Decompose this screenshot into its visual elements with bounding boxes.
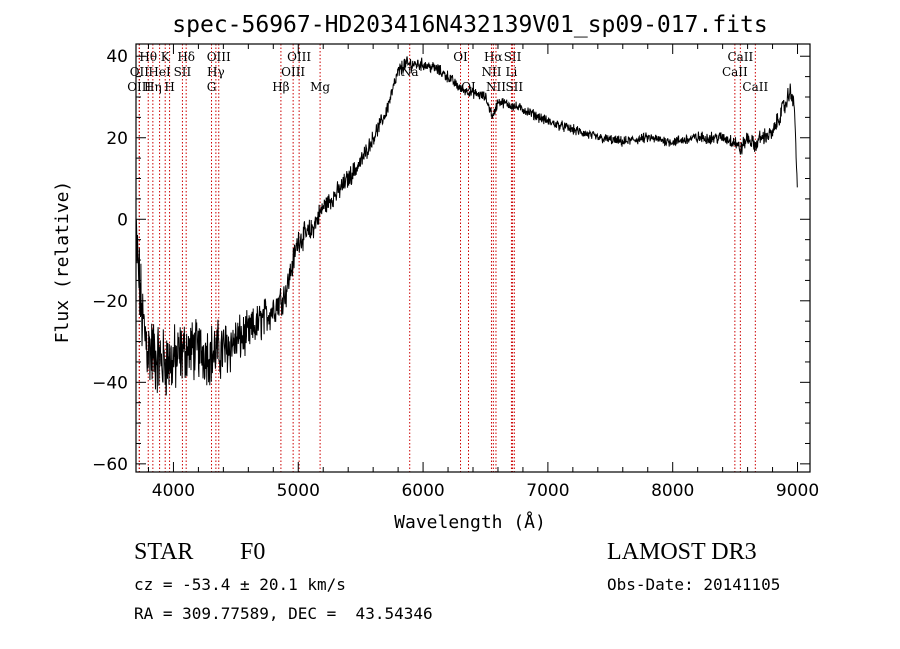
x-tick-label: 8000 (651, 481, 694, 501)
plot-frame (135, 43, 811, 473)
y-tick-label: 20 (106, 129, 128, 149)
spectral-line-label: OIII (127, 80, 151, 94)
spectral-line-label: K (161, 50, 171, 64)
x-tick-label: 9000 (776, 481, 819, 501)
spectral-line-label: CaII (727, 50, 753, 64)
spectral-line-label: OI (453, 50, 468, 64)
y-tick-label: 40 (106, 47, 128, 67)
spectral-line-label: Li (506, 65, 518, 79)
chart-title: spec-56967-HD203416N432139V01_sp09-017.f… (172, 12, 767, 38)
spectral-line-label: NII (486, 80, 506, 94)
spectral-line-label: Hδ (177, 50, 195, 64)
object-class: STAR (134, 539, 194, 565)
x-axis-label: Wavelength (Å) (394, 511, 546, 533)
spectral-line-label: CaII (722, 65, 748, 79)
spectral-line-label: G (207, 80, 217, 94)
object-subclass: F0 (240, 539, 266, 565)
y-tick-label: −60 (92, 455, 128, 475)
x-tick-label: 4000 (152, 481, 195, 501)
spectral-line-label: SII (174, 65, 192, 79)
spectral-line-label: H (164, 80, 174, 94)
spectral-line-label: HeI (148, 65, 171, 79)
redshift-value: cz = -53.4 ± 20.1 km/s (134, 575, 346, 594)
spectral-line-label: OIII (281, 65, 305, 79)
x-tick-label: 7000 (526, 481, 569, 501)
spectral-line-label: SII (505, 80, 523, 94)
y-axis-label: Flux (relative) (52, 181, 73, 344)
coordinates: RA = 309.77589, DEC = 43.54346 (134, 604, 433, 623)
spectral-line-label: OIII (287, 50, 311, 64)
spectral-line-label: Hα (484, 50, 503, 64)
observation-date: Obs-Date: 20141105 (607, 575, 781, 594)
spectral-line-label: CaII (742, 80, 768, 94)
spectral-line-label: Hβ (272, 80, 289, 94)
y-tick-label: −40 (92, 373, 128, 393)
x-tick-label: 6000 (401, 481, 444, 501)
axis-ticks: 4000 5000 6000 7000 8000 9000 −60 −40 −20 0 20 40 (92, 44, 819, 501)
spectrum-line (135, 56, 798, 396)
spectral-line-label: Hη (144, 80, 162, 94)
spectral-line-label: Hγ (207, 65, 225, 79)
survey-name: LAMOST DR3 (607, 539, 757, 565)
y-tick-label: −20 (92, 292, 128, 312)
spectrum-series (135, 56, 798, 396)
spectral-line-label: OIII (207, 50, 231, 64)
spectral-line-label: Hθ (139, 50, 157, 64)
spectral-line-label: Mg (310, 80, 330, 94)
spectral-line-label: NII (481, 65, 501, 79)
x-tick-label: 5000 (277, 481, 320, 501)
spectral-line-label: SII (504, 50, 522, 64)
y-tick-label: 0 (117, 210, 128, 230)
